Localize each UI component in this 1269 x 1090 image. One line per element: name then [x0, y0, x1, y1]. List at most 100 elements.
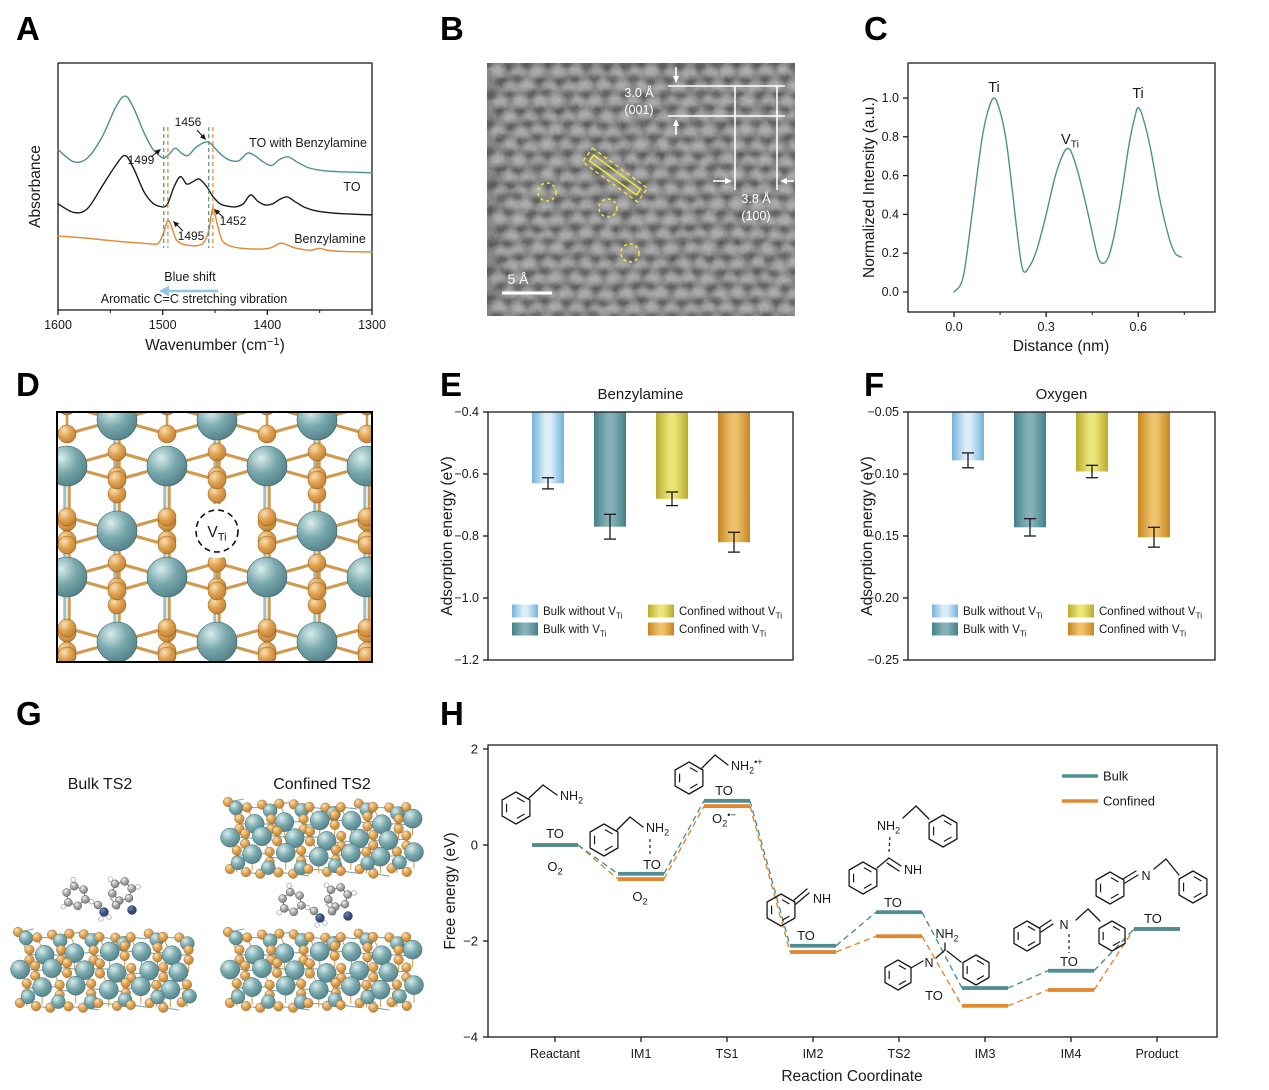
- scale-bar-label: 5 Å: [507, 271, 529, 287]
- x-tick: IM2: [803, 1047, 824, 1061]
- y-tick: 0: [471, 838, 478, 853]
- x-tick: IM4: [1061, 1047, 1082, 1061]
- x-tick: 1300: [358, 318, 386, 332]
- level-label: O2: [632, 889, 647, 907]
- y-axis-title: Adsorption energy (eV): [439, 456, 456, 615]
- y-tick: −0.8: [454, 529, 479, 543]
- x-tick: IM3: [975, 1047, 996, 1061]
- panel-label-f: F: [864, 366, 885, 403]
- x-tick: 0.6: [1130, 320, 1147, 334]
- panel-h-energy-diagram: 2 0 −2 −4 Reactant IM1 TS1 IM2 TS2 IM3 IM4 Product R…: [442, 742, 1218, 1085]
- y-tick: 1.0: [882, 91, 899, 105]
- x-tick: IM1: [631, 1047, 652, 1061]
- y-tick: −1.0: [454, 591, 479, 605]
- y-tick: −0.25: [867, 653, 899, 667]
- panel-label-h: H: [440, 695, 464, 732]
- curve-label: Benzylamine: [294, 232, 366, 246]
- level-label: TO: [643, 857, 661, 872]
- molecule-label: N: [1059, 918, 1068, 932]
- peak-label: Ti: [988, 80, 1000, 96]
- panel-label-b: B: [440, 10, 464, 47]
- level-label: TO: [925, 988, 943, 1003]
- level-label: O2•−: [712, 810, 736, 829]
- molecule-label: NH: [813, 892, 831, 906]
- panel-e-bar-chart: −0.4 −0.6 −0.8 −1.0 −1.2 Benzylamine Adsorptio…: [439, 386, 794, 667]
- blue-shift-label: Blue shift: [164, 270, 216, 284]
- molecule-label: NH2: [560, 789, 583, 806]
- panel-label-g: G: [16, 695, 42, 732]
- molecule-label: NH2•+: [731, 757, 763, 776]
- defect-rod-solid: [588, 154, 642, 196]
- plane-001-label: (001): [624, 103, 653, 117]
- distance-100-label: 3.8 Å: [741, 191, 771, 206]
- x-tick: 0.3: [1037, 320, 1054, 334]
- y-tick: 0.8: [882, 130, 899, 144]
- panel-b-stem-image: 3.0 Å (001) 3.8 Å (100) 5 Å: [487, 63, 795, 316]
- panel-label-c: C: [864, 10, 888, 47]
- curve-label: TO with Benzylamine: [249, 136, 367, 150]
- distance-001-label: 3.0 Å: [624, 85, 654, 100]
- level-label: O2: [547, 859, 562, 877]
- molecule-label: NH2: [646, 821, 669, 838]
- vacancy-label: VTi: [207, 524, 226, 544]
- model-title: Bulk TS2: [68, 776, 133, 793]
- molecule-label: N: [1141, 869, 1150, 883]
- legend-label: Bulk without VTi: [543, 606, 623, 621]
- x-tick: Product: [1135, 1047, 1179, 1061]
- y-tick: 0.2: [882, 246, 899, 260]
- level-label: TO: [1144, 911, 1162, 926]
- peak-label: 1452: [220, 214, 247, 228]
- chart-title: Benzylamine: [598, 386, 684, 403]
- peak-label: Ti: [1132, 86, 1144, 102]
- x-tick: 1600: [44, 318, 72, 332]
- vibration-label: Aromatic C=C stretching vibration: [101, 292, 288, 306]
- x-tick: 1500: [149, 318, 177, 332]
- model-title: Confined TS2: [273, 776, 371, 793]
- y-axis-title: Absorbance: [27, 145, 44, 228]
- y-tick: 0.4: [882, 207, 899, 221]
- y-tick: −0.4: [454, 405, 479, 419]
- peak-label: VTi: [1061, 132, 1079, 151]
- y-tick: 2: [471, 742, 478, 757]
- panel-a-ir-spectra: 1456 1499 1495 1452 TO with Benzylamine TO Ben…: [27, 62, 386, 354]
- chart-title: Oxygen: [1036, 386, 1088, 403]
- y-tick: 0.6: [882, 169, 899, 183]
- defect-rod-dashed: [581, 147, 649, 203]
- peak-label: 1495: [178, 229, 205, 243]
- peak-label: 1456: [175, 115, 202, 129]
- stem-annotations: 3.0 Å (001) 3.8 Å (100) 5 Å: [502, 67, 794, 295]
- panel-f-bar-chart: −0.05 −0.10 −0.15 −0.20 −0.25 Oxygen Adsorptio…: [859, 386, 1216, 667]
- panel-label-a: A: [16, 10, 40, 47]
- level-label: TO: [546, 826, 564, 841]
- level-label: TO: [884, 895, 902, 910]
- legend-label: Bulk without VTi: [963, 606, 1043, 621]
- molecule-label: NH2: [877, 819, 900, 836]
- y-tick: −0.6: [454, 467, 479, 481]
- peak-label: 1499: [128, 153, 155, 167]
- x-tick: 0.0: [945, 320, 962, 334]
- legend-label: Bulk with VTi: [963, 624, 1027, 639]
- plane-100-label: (100): [741, 209, 770, 223]
- x-tick: TS1: [716, 1047, 739, 1061]
- panel-g-ts2-models: Bulk TS2 Confined TS2: [10, 776, 424, 1013]
- x-tick: TS2: [888, 1047, 911, 1061]
- legend-label: Confined with VTi: [1099, 624, 1186, 639]
- molecule-label: N: [924, 956, 933, 970]
- legend-label: Bulk: [1103, 769, 1129, 784]
- level-label: TO: [715, 783, 733, 798]
- legend-label: Confined: [1103, 794, 1155, 809]
- panel-c-line-profile: 0.0 0.2 0.4 0.6 0.8 1.0 0.0 0.3 0.6 Ti VTi Ti Distan…: [861, 62, 1216, 355]
- y-tick: −0.05: [867, 405, 899, 419]
- x-tick: Reactant: [530, 1047, 581, 1061]
- legend-label: Confined without VTi: [1099, 606, 1202, 621]
- curve-label: TO: [343, 180, 360, 194]
- molecule-label: NH2: [935, 927, 958, 944]
- legend-label: Confined without VTi: [679, 606, 782, 621]
- x-axis-title: Reaction Coordinate: [781, 1068, 922, 1085]
- y-tick: −0.10: [867, 467, 899, 481]
- panel-d-crystal-model: VTi: [56, 411, 373, 663]
- y-axis-title: Free energy (eV): [442, 832, 459, 949]
- level-label: TO: [797, 928, 815, 943]
